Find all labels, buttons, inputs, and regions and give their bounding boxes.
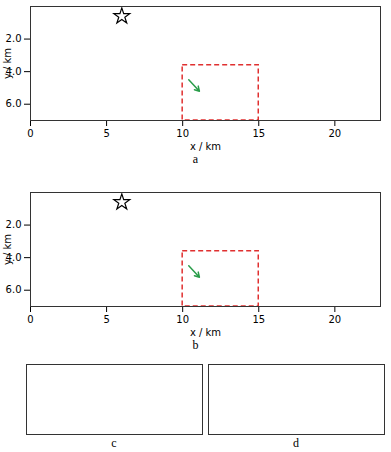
html-text:d: d: [293, 436, 299, 450]
svg-text:2.0: 2.0: [6, 33, 22, 44]
svg-text:20: 20: [328, 314, 341, 325]
svg-text:15: 15: [252, 128, 265, 139]
html-text:a: a: [192, 152, 199, 166]
svg-text:2.0: 2.0: [6, 219, 22, 230]
svg-text:10: 10: [176, 314, 189, 325]
svg-text:5: 5: [103, 128, 109, 139]
svg-text:0: 0: [27, 314, 33, 325]
html-text:b: b: [192, 338, 199, 352]
html-text:c: c: [111, 436, 117, 450]
svg-text:x / km: x / km: [190, 141, 221, 152]
svg-text:4.0: 4.0: [5, 251, 22, 263]
svg-text:6.0: 6.0: [6, 98, 22, 109]
svg-text:6.0: 6.0: [6, 284, 22, 295]
svg-text:15: 15: [252, 314, 265, 325]
svg-text:0: 0: [27, 128, 33, 139]
svg-text:20: 20: [328, 128, 341, 139]
svg-text:y / km: y / km: [2, 234, 13, 265]
svg-text:4.0: 4.0: [5, 65, 22, 77]
svg-text:5: 5: [103, 314, 109, 325]
svg-text:10: 10: [176, 128, 189, 139]
svg-text:y / km: y / km: [2, 48, 13, 79]
svg-text:x / km: x / km: [190, 327, 221, 338]
